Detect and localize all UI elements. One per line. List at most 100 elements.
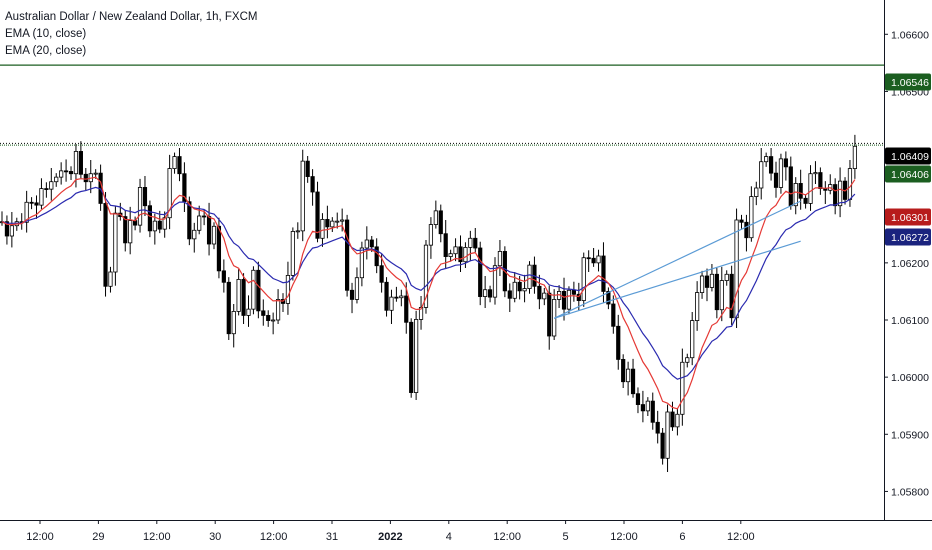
candle — [231, 304, 236, 348]
candle-body — [443, 233, 448, 257]
candle-body — [379, 265, 384, 283]
x-tick-label: 12:00 — [493, 531, 521, 543]
candle-body — [695, 292, 700, 321]
candle — [349, 282, 355, 314]
candle-body — [561, 291, 567, 310]
x-tick-label: 12:00 — [26, 531, 54, 543]
candle-body — [764, 156, 769, 163]
candle-body — [187, 201, 192, 240]
candle-body — [690, 320, 695, 359]
trendline — [553, 200, 801, 319]
candle — [714, 268, 719, 319]
candle-body — [157, 220, 162, 230]
candle — [729, 265, 734, 326]
candle-body — [704, 275, 710, 288]
candle — [660, 428, 665, 465]
candle-body — [798, 183, 803, 199]
candle — [340, 208, 345, 232]
candle — [78, 141, 83, 179]
candle-body — [635, 393, 641, 405]
ema-layer — [1, 176, 856, 410]
candle — [295, 222, 300, 239]
candle-body — [724, 273, 729, 281]
candle-body — [581, 257, 586, 301]
y-tick-label: 1.06000 — [891, 372, 929, 384]
candle-body — [675, 413, 680, 428]
candle — [719, 266, 724, 322]
candle — [24, 190, 29, 233]
candle — [473, 228, 478, 252]
candle — [571, 281, 576, 302]
candle — [226, 277, 231, 340]
x-tick-label: 4 — [446, 531, 452, 543]
x-tick-label: 30 — [209, 531, 221, 543]
candle-body — [113, 212, 118, 273]
candle — [487, 285, 493, 303]
candle-body — [103, 203, 108, 287]
candle — [764, 152, 769, 167]
candle-body — [147, 205, 152, 232]
candle-body — [655, 421, 660, 434]
candle-body — [517, 281, 522, 292]
candle — [798, 169, 803, 210]
candle-body — [719, 280, 724, 311]
candle-body — [685, 357, 690, 363]
candle — [428, 217, 434, 259]
candle — [690, 312, 695, 366]
candle — [704, 268, 710, 302]
candle — [389, 289, 394, 324]
candle-body — [349, 289, 355, 300]
candle-body — [305, 160, 310, 177]
x-tick-label: 12:00 — [727, 531, 755, 543]
candle-body — [818, 172, 823, 189]
price-tag-bg — [885, 208, 931, 226]
candle — [335, 212, 340, 229]
price-tag-bg — [885, 147, 931, 165]
candle-body — [512, 281, 517, 299]
candle-body — [177, 156, 182, 175]
candle-body — [231, 311, 236, 335]
price-tag-label: 1.06546 — [891, 77, 929, 89]
candle-body — [438, 210, 443, 235]
candle-body — [216, 225, 222, 272]
candle-body — [172, 156, 177, 169]
candle — [783, 151, 788, 181]
candle-body — [123, 216, 128, 244]
candle-body — [83, 173, 88, 183]
candle-body — [275, 299, 281, 321]
candle-body — [399, 295, 404, 299]
candle-body — [4, 221, 10, 237]
candle-body — [300, 160, 305, 232]
candle-body — [236, 279, 241, 312]
x-tick-label: 5 — [563, 531, 569, 543]
price-tag-bg — [885, 165, 931, 183]
candle-body — [428, 224, 434, 246]
candle — [266, 310, 271, 327]
candle — [458, 235, 463, 272]
candle — [626, 361, 631, 396]
candle — [261, 299, 266, 326]
candle-body — [463, 247, 468, 263]
candle — [699, 270, 705, 299]
candle-body — [162, 217, 167, 230]
candle — [399, 289, 404, 307]
y-tick-label: 1.06200 — [891, 258, 929, 270]
candle — [645, 397, 650, 416]
candle-body — [645, 400, 650, 412]
candle-body — [754, 187, 759, 197]
candle-body — [527, 264, 532, 289]
candle-body — [271, 319, 276, 322]
candle-body — [808, 173, 813, 204]
candle — [695, 281, 700, 331]
candle — [852, 134, 857, 179]
y-tick-label: 1.05800 — [891, 486, 929, 498]
candle — [438, 204, 443, 243]
candle — [650, 392, 655, 430]
candle — [749, 186, 754, 242]
candle-body — [542, 292, 547, 300]
candle — [759, 148, 764, 200]
candle — [19, 213, 24, 230]
candle — [611, 295, 616, 334]
candle — [527, 261, 532, 294]
